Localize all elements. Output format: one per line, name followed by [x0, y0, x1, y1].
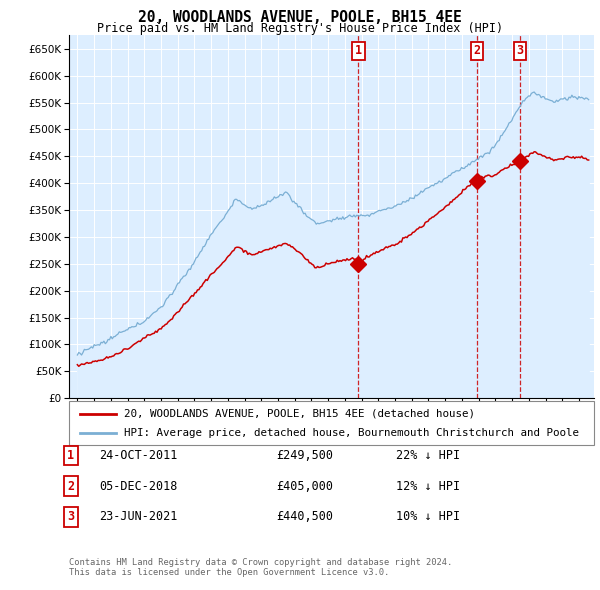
Text: Contains HM Land Registry data © Crown copyright and database right 2024.
This d: Contains HM Land Registry data © Crown c… — [69, 558, 452, 577]
FancyBboxPatch shape — [69, 401, 594, 445]
Text: HPI: Average price, detached house, Bournemouth Christchurch and Poole: HPI: Average price, detached house, Bour… — [124, 428, 579, 438]
Text: 20, WOODLANDS AVENUE, POOLE, BH15 4EE: 20, WOODLANDS AVENUE, POOLE, BH15 4EE — [138, 10, 462, 25]
Text: 22% ↓ HPI: 22% ↓ HPI — [396, 449, 460, 462]
Text: 12% ↓ HPI: 12% ↓ HPI — [396, 480, 460, 493]
Text: 23-JUN-2021: 23-JUN-2021 — [99, 510, 178, 523]
Text: 3: 3 — [67, 510, 74, 523]
Text: 10% ↓ HPI: 10% ↓ HPI — [396, 510, 460, 523]
Text: £249,500: £249,500 — [276, 449, 333, 462]
Text: 20, WOODLANDS AVENUE, POOLE, BH15 4EE (detached house): 20, WOODLANDS AVENUE, POOLE, BH15 4EE (d… — [124, 409, 475, 418]
Text: £405,000: £405,000 — [276, 480, 333, 493]
Text: 1: 1 — [67, 449, 74, 462]
Text: £440,500: £440,500 — [276, 510, 333, 523]
Text: 05-DEC-2018: 05-DEC-2018 — [99, 480, 178, 493]
Text: 2: 2 — [474, 44, 481, 57]
Text: 24-OCT-2011: 24-OCT-2011 — [99, 449, 178, 462]
Text: 1: 1 — [355, 44, 362, 57]
Text: 3: 3 — [517, 44, 524, 57]
Text: 2: 2 — [67, 480, 74, 493]
Text: Price paid vs. HM Land Registry's House Price Index (HPI): Price paid vs. HM Land Registry's House … — [97, 22, 503, 35]
